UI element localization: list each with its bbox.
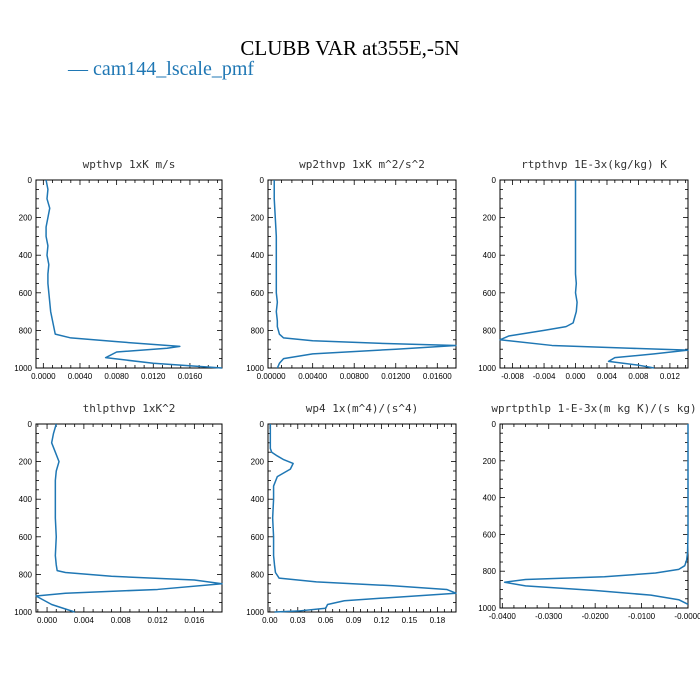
x-tick-label: 0.0040 xyxy=(68,372,93,381)
x-tick-label: 0.008 xyxy=(111,616,132,625)
y-tick-label: 600 xyxy=(19,533,33,542)
series-line xyxy=(35,423,223,613)
y-tick-label: 400 xyxy=(251,495,265,504)
x-tick-label: 0.012 xyxy=(660,372,681,381)
y-tick-label: 400 xyxy=(19,495,33,504)
x-tick-label: 0.000 xyxy=(37,616,58,625)
panel-title: wp4 1x(m^4)/(s^4) xyxy=(306,402,419,415)
plot-frame xyxy=(499,423,689,609)
x-tick-label: 0.0160 xyxy=(178,372,203,381)
x-tick-label: -0.008 xyxy=(501,372,524,381)
y-tick-label: 800 xyxy=(251,570,265,579)
x-tick-label: 0.15 xyxy=(402,616,418,625)
x-tick-label: 0.03 xyxy=(290,616,306,625)
y-tick-label: 1000 xyxy=(478,364,496,373)
y-tick-label: 0 xyxy=(492,420,497,429)
panel-2: wp2thvp 1xK m^2/s^2020040060080010000.00… xyxy=(246,158,457,381)
panel-title: wp2thvp 1xK m^2/s^2 xyxy=(299,158,425,171)
x-tick-label: 0.008 xyxy=(628,372,649,381)
y-tick-label: 400 xyxy=(19,251,33,260)
y-tick-label: 0 xyxy=(28,176,33,185)
panel-title: rtpthvp 1E-3x(kg/kg) K xyxy=(521,158,667,171)
y-tick-label: 0 xyxy=(260,420,265,429)
y-tick-label: 800 xyxy=(483,326,497,335)
panel-3: rtpthvp 1E-3x(kg/kg) K02004006008001000-… xyxy=(478,158,689,381)
x-tick-label: 0.00 xyxy=(262,616,278,625)
x-tick-label: -0.0200 xyxy=(582,612,610,621)
y-tick-label: 400 xyxy=(483,494,497,503)
y-tick-label: 1000 xyxy=(246,364,264,373)
y-tick-label: 1000 xyxy=(14,608,32,617)
plot-frame xyxy=(35,423,223,613)
y-tick-label: 1000 xyxy=(478,604,496,613)
y-tick-label: 200 xyxy=(483,457,497,466)
x-tick-label: 0.01600 xyxy=(423,372,452,381)
x-tick-label: 0.09 xyxy=(346,616,362,625)
series-line xyxy=(503,424,689,605)
series-line xyxy=(45,179,223,369)
y-tick-label: 800 xyxy=(19,326,33,335)
y-tick-label: 200 xyxy=(251,458,265,467)
x-tick-label: 0.01200 xyxy=(381,372,410,381)
x-tick-label: -0.0000 xyxy=(674,612,700,621)
series-line xyxy=(273,180,457,369)
x-tick-label: 0.00400 xyxy=(298,372,327,381)
chart-main-title: CLUBB VAR at355E,-5N xyxy=(240,36,460,60)
x-tick-label: 0.0080 xyxy=(104,372,129,381)
x-tick-label: 0.0000 xyxy=(31,372,56,381)
x-tick-label: 0.0120 xyxy=(141,372,166,381)
y-tick-label: 200 xyxy=(251,214,265,223)
y-tick-label: 400 xyxy=(483,251,497,260)
y-tick-label: 1000 xyxy=(14,364,32,373)
y-tick-label: 0 xyxy=(28,420,33,429)
series-line xyxy=(269,424,457,613)
x-tick-label: -0.0100 xyxy=(628,612,656,621)
legend-entry: — cam144_lscale_pmf xyxy=(68,58,255,80)
x-tick-label: 0.12 xyxy=(374,616,390,625)
panel-6: wprtpthlp 1-E-3x(m kg K)/(s kg) 0 200 400 60… xyxy=(478,402,700,621)
y-tick-label: 800 xyxy=(19,570,33,579)
plot-frame xyxy=(499,179,689,369)
panel-4: thlpthvp 1xK^2 0 200 400 600 800 1000 0.000 0.00… xyxy=(14,402,223,625)
x-tick-label: 0.06 xyxy=(318,616,334,625)
y-tick-label: 0 xyxy=(260,176,265,185)
y-tick-label: 1000 xyxy=(246,608,264,617)
y-tick-label: 200 xyxy=(19,458,33,467)
y-tick-label: 0 xyxy=(492,176,497,185)
x-tick-label: 0.004 xyxy=(597,372,618,381)
x-tick-label: 0.012 xyxy=(148,616,169,625)
y-tick-label: 200 xyxy=(19,214,33,223)
x-tick-label: 0.004 xyxy=(74,616,95,625)
y-tick-label: 600 xyxy=(483,530,497,539)
y-tick-label: 600 xyxy=(19,289,33,298)
x-tick-label: 0.016 xyxy=(184,616,205,625)
x-tick-label: 0.000 xyxy=(565,372,586,381)
x-tick-label: -0.0400 xyxy=(489,612,517,621)
y-tick-label: 800 xyxy=(251,326,265,335)
y-tick-label: 600 xyxy=(251,533,265,542)
x-tick-label: -0.0300 xyxy=(535,612,563,621)
panel-title: thlpthvp 1xK^2 xyxy=(83,402,176,415)
y-tick-label: 800 xyxy=(483,567,497,576)
x-tick-label: -0.004 xyxy=(533,372,556,381)
panel-title: wprtpthlp 1-E-3x(m kg K)/(s kg) xyxy=(491,402,696,415)
panel-title: wpthvp 1xK m/s xyxy=(83,158,176,171)
y-tick-label: 400 xyxy=(251,251,265,260)
series-line xyxy=(499,180,689,369)
plot-frame xyxy=(35,179,223,369)
y-tick-label: 600 xyxy=(483,289,497,298)
y-tick-label: 600 xyxy=(251,289,265,298)
x-tick-label: 0.00800 xyxy=(340,372,369,381)
y-tick-label: 200 xyxy=(483,214,497,223)
x-tick-label: 0.00000 xyxy=(257,372,286,381)
x-tick-label: 0.18 xyxy=(430,616,446,625)
